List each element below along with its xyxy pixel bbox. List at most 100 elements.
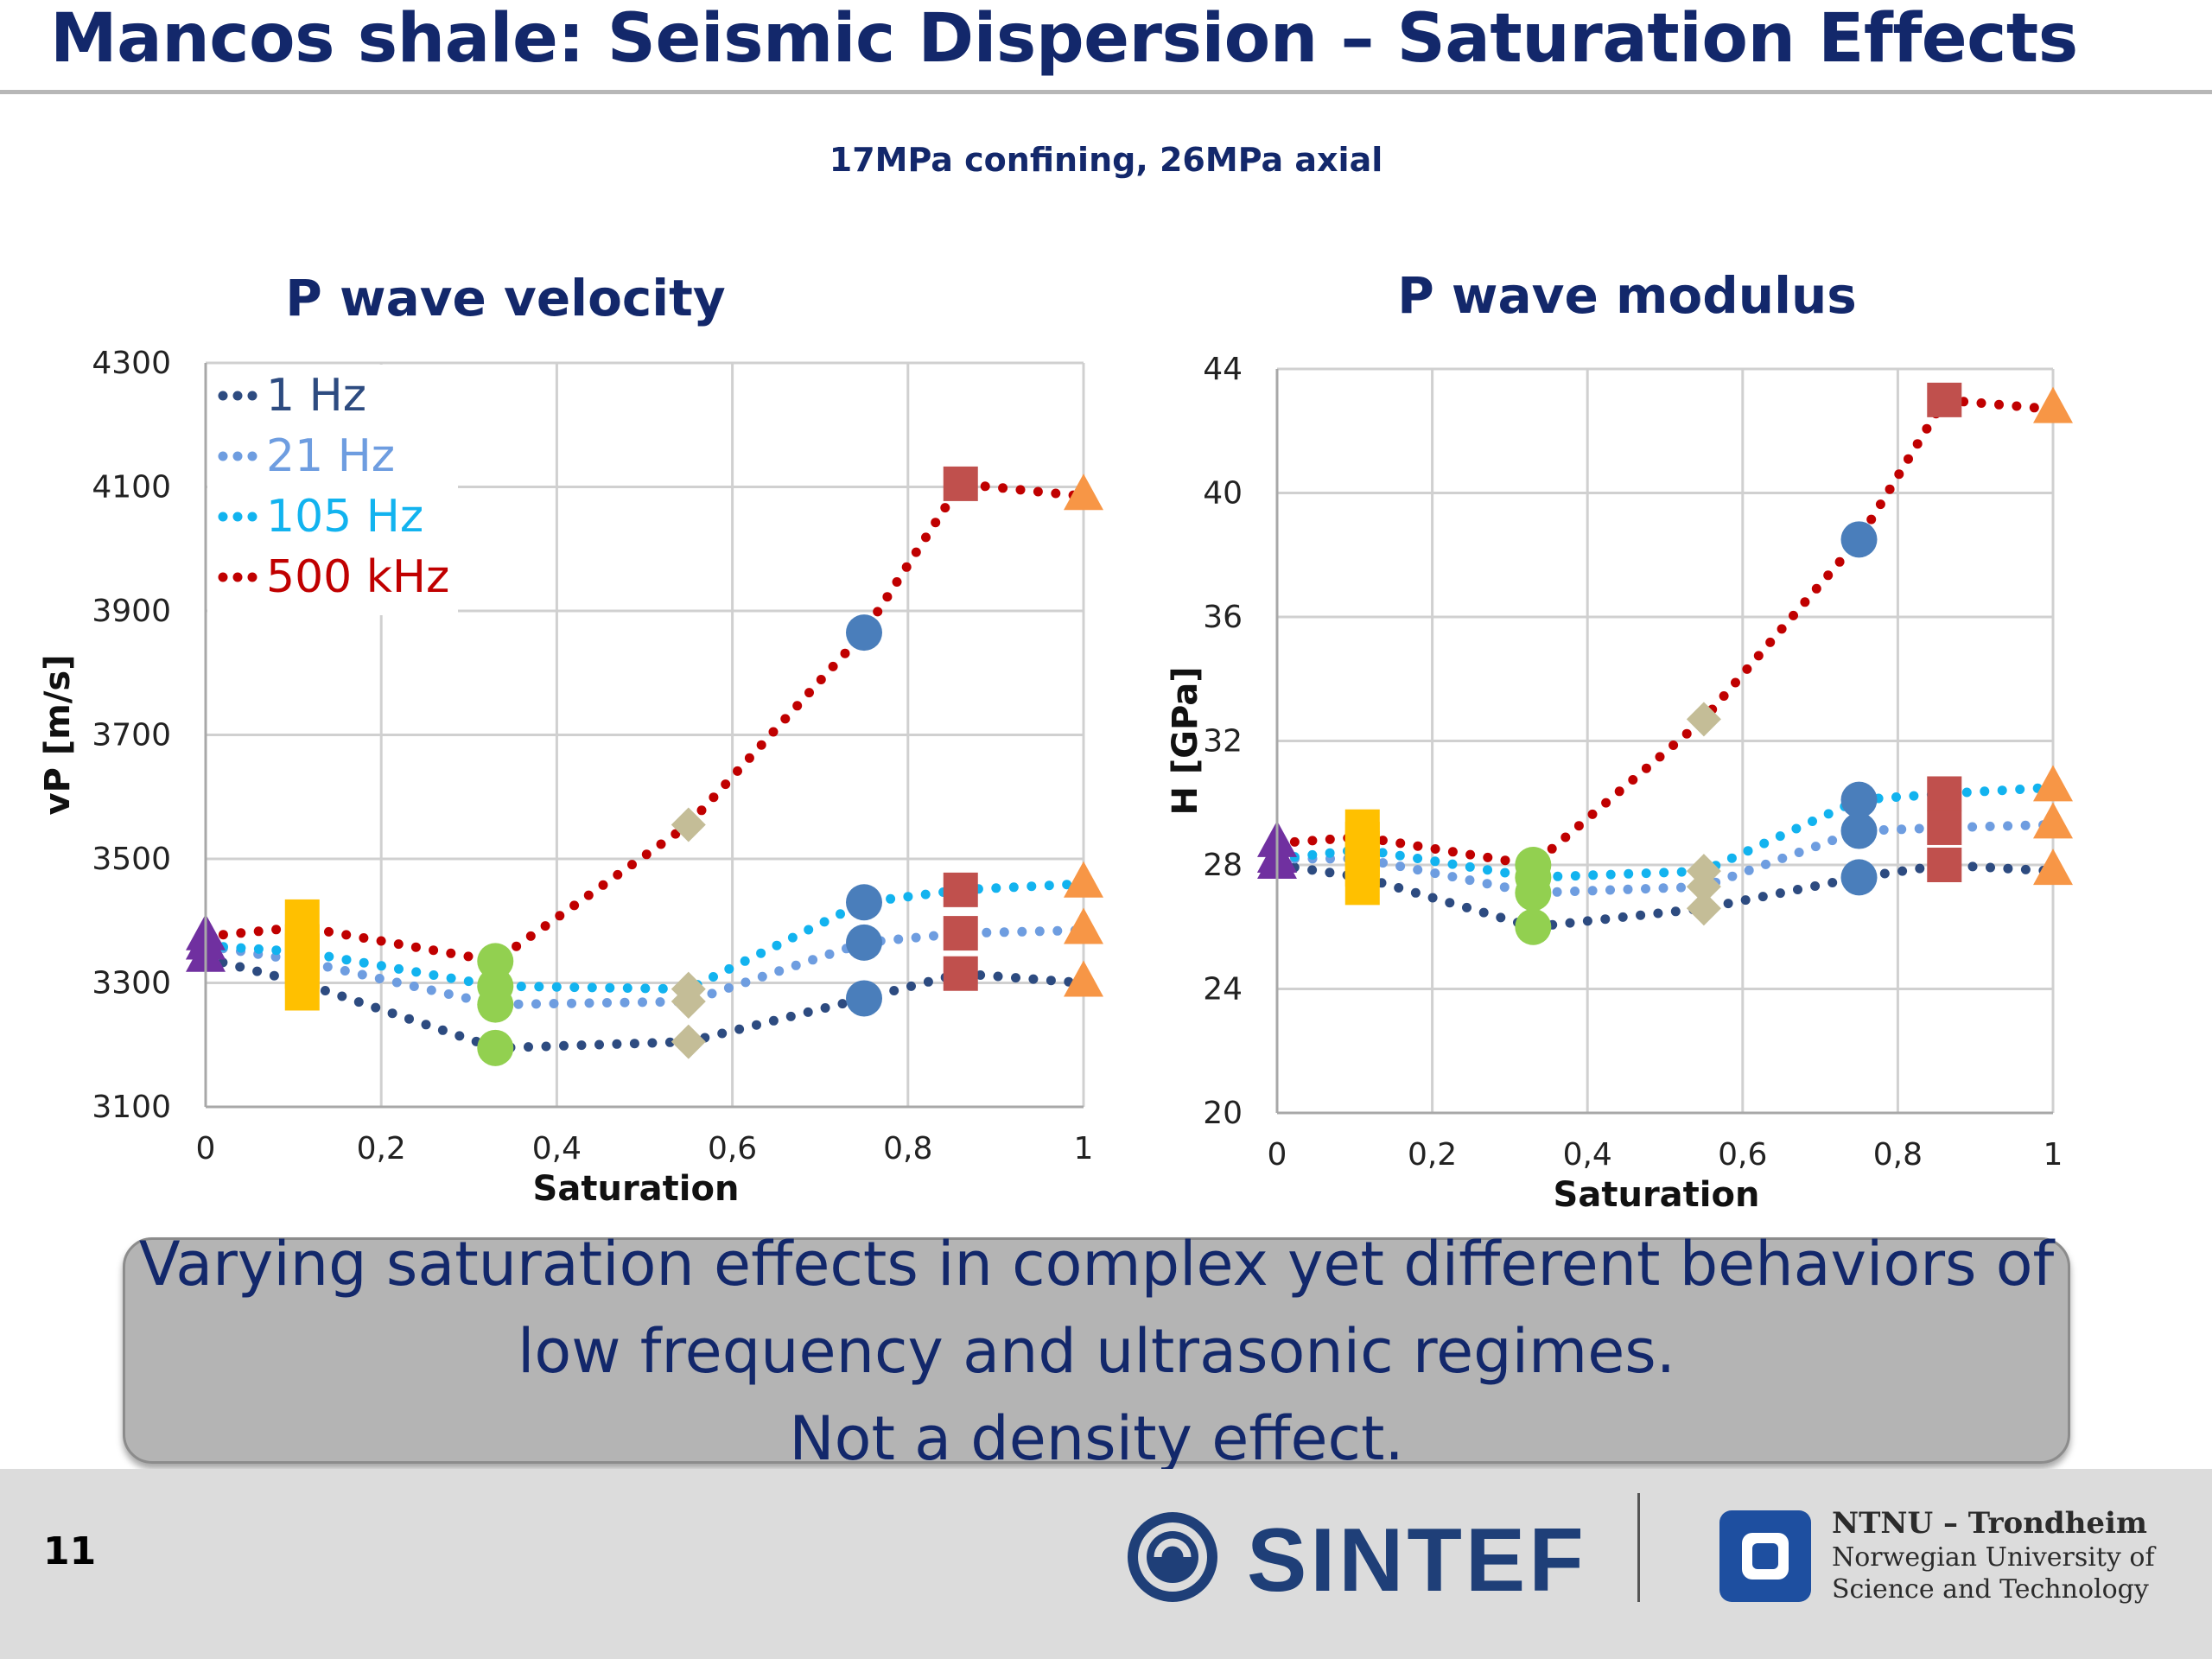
series-dot	[1445, 898, 1455, 908]
series-dot	[443, 989, 454, 999]
series-dot	[269, 970, 279, 981]
series-dot	[1976, 398, 1986, 408]
series-dot	[1483, 852, 1493, 862]
series-dot	[540, 921, 550, 931]
series-dot	[359, 957, 369, 968]
data-point-marker	[1515, 847, 1552, 883]
series-dot	[1777, 853, 1788, 863]
series-dot	[2012, 401, 2022, 411]
slide-footer	[0, 1469, 2212, 1659]
series-dot	[1985, 821, 1995, 831]
series-dot	[1653, 908, 1663, 918]
series-dot	[1430, 844, 1440, 854]
legend-dot	[232, 391, 243, 401]
data-point-marker	[1686, 702, 1721, 737]
data-point-marker	[943, 956, 978, 991]
series-dot	[1866, 514, 1877, 524]
logo-divider	[1637, 1493, 1640, 1602]
page-number: 11	[43, 1529, 97, 1573]
series-dot	[429, 970, 439, 980]
series-dot	[882, 592, 893, 602]
series-dot	[531, 999, 541, 1009]
series-dot	[1462, 902, 1471, 912]
series-dot	[1759, 838, 1770, 849]
series-dot	[1044, 880, 1054, 891]
ntnu-line-2: Norwegian University of	[1832, 1542, 2155, 1573]
series-dot	[426, 985, 436, 995]
series-dot	[893, 934, 904, 944]
data-point-marker	[1064, 907, 1103, 944]
data-point-marker	[1064, 960, 1103, 997]
series-dot	[437, 1025, 448, 1035]
series-dot	[1378, 858, 1388, 868]
y-tick-label: 3900	[92, 594, 171, 629]
series-dot	[889, 986, 899, 995]
series-dot	[446, 973, 456, 983]
series-dot	[1904, 454, 1913, 464]
callout-line-1: Varying saturation effects in complex ye…	[138, 1229, 2055, 1300]
series-dot	[824, 949, 835, 959]
series-dot	[723, 982, 734, 993]
series-dot	[1775, 831, 1785, 842]
series-dot	[1051, 488, 1061, 499]
series-dot	[421, 1020, 431, 1030]
series-dot	[1658, 883, 1669, 893]
series-dot	[1669, 741, 1679, 750]
series-dot	[1810, 842, 1821, 852]
series-dot	[1980, 786, 1990, 797]
series-dot	[376, 961, 386, 971]
y-axis-label: vP [m/s]	[38, 655, 78, 816]
legend-dot	[247, 451, 257, 461]
y-tick-label: 32	[1203, 724, 1243, 760]
series-dot	[733, 766, 742, 776]
series-dot	[1909, 791, 1919, 801]
series-dot	[1912, 439, 1923, 449]
series-dot	[271, 925, 282, 935]
series-dot	[376, 936, 386, 946]
series-dot	[1478, 907, 1489, 918]
series-dot	[1447, 859, 1458, 869]
series-dot	[1670, 906, 1681, 917]
series-dot	[734, 1024, 745, 1034]
x-tick-label: 0,2	[357, 1131, 406, 1166]
series-dot	[1447, 847, 1458, 857]
legend-dot	[247, 391, 257, 401]
series-dot	[696, 805, 707, 816]
series-dot	[721, 779, 731, 790]
series-dot	[808, 955, 818, 965]
series-dot	[792, 701, 803, 711]
series-dot	[1588, 870, 1599, 880]
series-dot	[393, 939, 404, 950]
series-dot	[629, 1039, 639, 1049]
series-dot	[1570, 871, 1580, 881]
series-dot	[1753, 651, 1764, 661]
series-dot	[1742, 664, 1752, 674]
series-dot	[371, 1002, 381, 1013]
series-dot	[541, 1041, 551, 1052]
series-dot	[337, 991, 347, 1001]
series-dot	[569, 900, 580, 911]
series-dot	[837, 999, 848, 1009]
series-dot	[1808, 817, 1817, 826]
series-dot	[605, 982, 615, 993]
data-point-marker	[846, 980, 882, 1017]
series-dot	[1676, 867, 1687, 877]
legend-dot	[232, 451, 243, 461]
x-axis-label: Saturation	[533, 1169, 740, 1209]
series-dot	[993, 971, 1003, 982]
series-dot	[252, 966, 263, 976]
chart-title: P wave velocity	[285, 269, 725, 327]
series-dot	[1008, 882, 1019, 893]
series-dot	[982, 927, 992, 938]
legend-dot	[247, 572, 257, 582]
legend-dot	[232, 572, 243, 582]
series-dot	[1325, 848, 1335, 858]
series-dot	[1605, 869, 1616, 880]
series-dot	[911, 932, 921, 943]
series-dot	[1430, 856, 1440, 867]
data-point-marker	[2033, 802, 2073, 839]
series-dot	[1915, 863, 1925, 874]
series-dot	[707, 988, 717, 999]
series-dot	[513, 999, 524, 1009]
series-dot	[1325, 868, 1335, 878]
